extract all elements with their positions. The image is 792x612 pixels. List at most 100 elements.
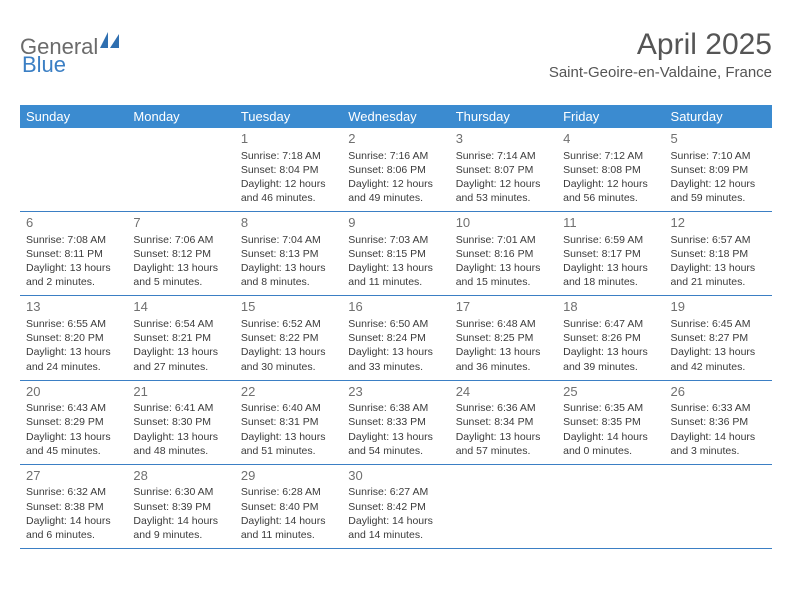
day-number: 25 [563, 383, 658, 401]
daylight-text: Daylight: 12 hours and 59 minutes. [671, 177, 766, 205]
sunrise-text: Sunrise: 6:45 AM [671, 317, 766, 331]
sunset-text: Sunset: 8:33 PM [348, 415, 443, 429]
calendar-day-cell: 12Sunrise: 6:57 AMSunset: 8:18 PMDayligh… [665, 212, 772, 296]
daylight-text: Daylight: 13 hours and 30 minutes. [241, 345, 336, 373]
sunset-text: Sunset: 8:42 PM [348, 500, 443, 514]
daylight-text: Daylight: 12 hours and 49 minutes. [348, 177, 443, 205]
daylight-text: Daylight: 14 hours and 11 minutes. [241, 514, 336, 542]
sunrise-text: Sunrise: 6:55 AM [26, 317, 121, 331]
sunrise-text: Sunrise: 6:47 AM [563, 317, 658, 331]
sunrise-text: Sunrise: 6:52 AM [241, 317, 336, 331]
sunset-text: Sunset: 8:25 PM [456, 331, 551, 345]
sunrise-text: Sunrise: 6:28 AM [241, 485, 336, 499]
day-number: 20 [26, 383, 121, 401]
daylight-text: Daylight: 13 hours and 45 minutes. [26, 430, 121, 458]
calendar-day-cell: 30Sunrise: 6:27 AMSunset: 8:42 PMDayligh… [342, 464, 449, 548]
daylight-text: Daylight: 13 hours and 33 minutes. [348, 345, 443, 373]
day-number: 2 [348, 130, 443, 148]
page-title: April 2025 [549, 28, 772, 62]
calendar-week-row: 13Sunrise: 6:55 AMSunset: 8:20 PMDayligh… [20, 296, 772, 380]
sunset-text: Sunset: 8:29 PM [26, 415, 121, 429]
daylight-text: Daylight: 13 hours and 57 minutes. [456, 430, 551, 458]
calendar-week-row: 6Sunrise: 7:08 AMSunset: 8:11 PMDaylight… [20, 212, 772, 296]
sunrise-text: Sunrise: 7:10 AM [671, 149, 766, 163]
sunset-text: Sunset: 8:22 PM [241, 331, 336, 345]
calendar-day-cell: 16Sunrise: 6:50 AMSunset: 8:24 PMDayligh… [342, 296, 449, 380]
sunrise-text: Sunrise: 6:35 AM [563, 401, 658, 415]
calendar-table: Sunday Monday Tuesday Wednesday Thursday… [20, 105, 772, 549]
calendar-day-cell: 29Sunrise: 6:28 AMSunset: 8:40 PMDayligh… [235, 464, 342, 548]
day-number: 27 [26, 467, 121, 485]
sunset-text: Sunset: 8:30 PM [133, 415, 228, 429]
sunset-text: Sunset: 8:39 PM [133, 500, 228, 514]
calendar-day-cell: 9Sunrise: 7:03 AMSunset: 8:15 PMDaylight… [342, 212, 449, 296]
daylight-text: Daylight: 13 hours and 18 minutes. [563, 261, 658, 289]
sunset-text: Sunset: 8:18 PM [671, 247, 766, 261]
sunrise-text: Sunrise: 6:36 AM [456, 401, 551, 415]
day-number: 16 [348, 298, 443, 316]
sunset-text: Sunset: 8:40 PM [241, 500, 336, 514]
sunset-text: Sunset: 8:34 PM [456, 415, 551, 429]
sunset-text: Sunset: 8:04 PM [241, 163, 336, 177]
daylight-text: Daylight: 12 hours and 46 minutes. [241, 177, 336, 205]
calendar-day-cell [665, 464, 772, 548]
day-number: 13 [26, 298, 121, 316]
sunrise-text: Sunrise: 6:43 AM [26, 401, 121, 415]
day-number: 23 [348, 383, 443, 401]
sunset-text: Sunset: 8:08 PM [563, 163, 658, 177]
calendar-day-cell: 8Sunrise: 7:04 AMSunset: 8:13 PMDaylight… [235, 212, 342, 296]
daylight-text: Daylight: 13 hours and 27 minutes. [133, 345, 228, 373]
sunset-text: Sunset: 8:27 PM [671, 331, 766, 345]
daylight-text: Daylight: 13 hours and 15 minutes. [456, 261, 551, 289]
day-header: Monday [127, 105, 234, 128]
calendar-day-cell [557, 464, 664, 548]
sunset-text: Sunset: 8:38 PM [26, 500, 121, 514]
sunset-text: Sunset: 8:24 PM [348, 331, 443, 345]
title-block: April 2025 Saint-Geoire-en-Valdaine, Fra… [549, 28, 772, 81]
calendar-day-cell [127, 128, 234, 212]
daylight-text: Daylight: 13 hours and 5 minutes. [133, 261, 228, 289]
day-number: 10 [456, 214, 551, 232]
daylight-text: Daylight: 14 hours and 14 minutes. [348, 514, 443, 542]
calendar-day-cell [20, 128, 127, 212]
calendar-day-cell: 28Sunrise: 6:30 AMSunset: 8:39 PMDayligh… [127, 464, 234, 548]
daylight-text: Daylight: 13 hours and 8 minutes. [241, 261, 336, 289]
calendar-day-cell: 4Sunrise: 7:12 AMSunset: 8:08 PMDaylight… [557, 128, 664, 212]
day-number: 14 [133, 298, 228, 316]
day-number: 18 [563, 298, 658, 316]
sunrise-text: Sunrise: 7:04 AM [241, 233, 336, 247]
day-number: 6 [26, 214, 121, 232]
day-number: 15 [241, 298, 336, 316]
calendar-week-row: 20Sunrise: 6:43 AMSunset: 8:29 PMDayligh… [20, 380, 772, 464]
day-header: Sunday [20, 105, 127, 128]
daylight-text: Daylight: 12 hours and 56 minutes. [563, 177, 658, 205]
calendar-day-cell: 17Sunrise: 6:48 AMSunset: 8:25 PMDayligh… [450, 296, 557, 380]
page-header: General April 2025 Saint-Geoire-en-Valda… [20, 28, 772, 81]
sunset-text: Sunset: 8:09 PM [671, 163, 766, 177]
daylight-text: Daylight: 13 hours and 24 minutes. [26, 345, 121, 373]
day-number: 8 [241, 214, 336, 232]
day-number: 28 [133, 467, 228, 485]
sunrise-text: Sunrise: 6:38 AM [348, 401, 443, 415]
sunrise-text: Sunrise: 7:14 AM [456, 149, 551, 163]
sunrise-text: Sunrise: 6:40 AM [241, 401, 336, 415]
calendar-day-cell: 21Sunrise: 6:41 AMSunset: 8:30 PMDayligh… [127, 380, 234, 464]
calendar-day-cell: 22Sunrise: 6:40 AMSunset: 8:31 PMDayligh… [235, 380, 342, 464]
day-number: 9 [348, 214, 443, 232]
sunrise-text: Sunrise: 7:01 AM [456, 233, 551, 247]
day-number: 26 [671, 383, 766, 401]
day-number: 7 [133, 214, 228, 232]
sunrise-text: Sunrise: 6:32 AM [26, 485, 121, 499]
calendar-page: General April 2025 Saint-Geoire-en-Valda… [0, 0, 792, 569]
calendar-day-cell: 1Sunrise: 7:18 AMSunset: 8:04 PMDaylight… [235, 128, 342, 212]
calendar-day-cell: 20Sunrise: 6:43 AMSunset: 8:29 PMDayligh… [20, 380, 127, 464]
calendar-day-cell: 19Sunrise: 6:45 AMSunset: 8:27 PMDayligh… [665, 296, 772, 380]
logo-sail-icon [100, 28, 120, 54]
daylight-text: Daylight: 14 hours and 3 minutes. [671, 430, 766, 458]
day-number: 4 [563, 130, 658, 148]
sunset-text: Sunset: 8:11 PM [26, 247, 121, 261]
sunset-text: Sunset: 8:16 PM [456, 247, 551, 261]
day-number: 30 [348, 467, 443, 485]
daylight-text: Daylight: 13 hours and 21 minutes. [671, 261, 766, 289]
sunrise-text: Sunrise: 6:33 AM [671, 401, 766, 415]
